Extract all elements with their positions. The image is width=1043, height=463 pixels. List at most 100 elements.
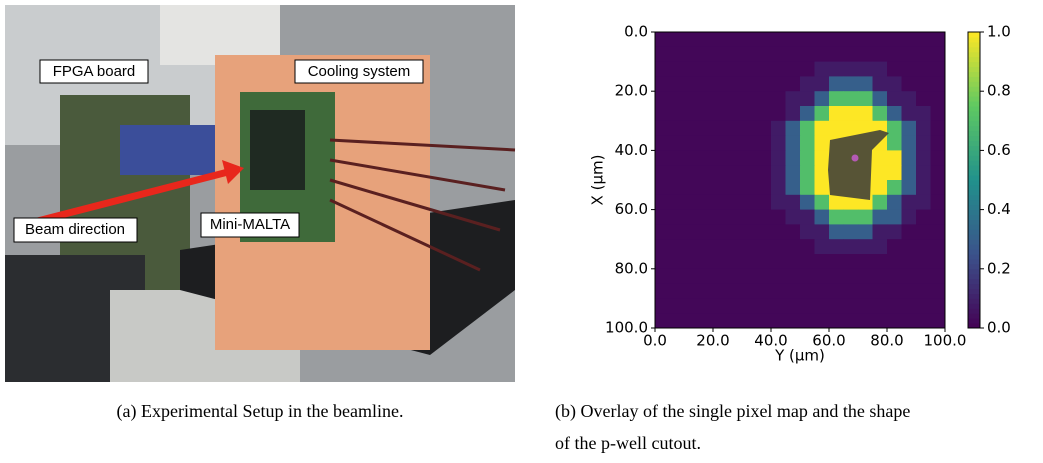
cell: [844, 254, 859, 269]
colorbar-step: [968, 62, 980, 67]
cell: [684, 150, 699, 165]
cell: [887, 195, 902, 210]
colorbar-step: [968, 298, 980, 303]
cell: [771, 32, 786, 47]
cell: [655, 91, 670, 106]
cell: [684, 47, 699, 62]
label: Mini-MALTA: [210, 216, 290, 233]
cell: [902, 254, 917, 269]
cell: [771, 91, 786, 106]
cell: [684, 224, 699, 239]
cell: [742, 32, 757, 47]
cell: [902, 269, 917, 284]
cell: [916, 62, 931, 77]
cell: [670, 32, 685, 47]
colorbar-step: [968, 52, 980, 57]
cell: [902, 32, 917, 47]
cell: [829, 239, 844, 254]
colorbar-step: [968, 303, 980, 308]
cell: [873, 165, 888, 180]
cell: [800, 62, 815, 77]
colorbar-step: [968, 219, 980, 224]
label: Beam direction: [25, 221, 125, 238]
cell: [684, 254, 699, 269]
cell: [684, 32, 699, 47]
cell: [655, 62, 670, 77]
colorbar-step: [968, 205, 980, 210]
cell: [742, 224, 757, 239]
cell: [887, 224, 902, 239]
cell: [670, 298, 685, 313]
cell: [887, 150, 902, 165]
cell: [757, 284, 772, 299]
cell: [815, 269, 830, 284]
cell: [873, 254, 888, 269]
cell: [858, 47, 873, 62]
cell: [699, 76, 714, 91]
cell: [655, 298, 670, 313]
cell: [800, 47, 815, 62]
cell: [873, 298, 888, 313]
cell: [757, 165, 772, 180]
label: FPGA board: [53, 63, 136, 80]
cell: [916, 180, 931, 195]
colorbar-step: [968, 210, 980, 215]
cell: [916, 91, 931, 106]
cell: [858, 76, 873, 91]
cell: [786, 254, 801, 269]
colorbar-tick-label: 1.0: [987, 23, 1011, 41]
colorbar-step: [968, 76, 980, 81]
colorbar-step: [968, 264, 980, 269]
colorbar-step: [968, 259, 980, 264]
cell: [699, 91, 714, 106]
cell: [902, 284, 917, 299]
colorbar-tick-label: 0.4: [987, 200, 1011, 218]
cell: [699, 150, 714, 165]
cell: [728, 195, 743, 210]
cell: [916, 254, 931, 269]
cell: [887, 136, 902, 151]
colorbar-step: [968, 150, 980, 155]
cell: [902, 195, 917, 210]
cell: [786, 269, 801, 284]
center-dot: [852, 155, 859, 162]
cell: [684, 106, 699, 121]
cell: [728, 210, 743, 225]
colorbar-step: [968, 126, 980, 131]
cell: [800, 106, 815, 121]
cell: [829, 121, 844, 136]
cell: [757, 254, 772, 269]
colorbar-step: [968, 67, 980, 72]
cell: [684, 121, 699, 136]
colorbar-step: [968, 175, 980, 180]
cell: [902, 150, 917, 165]
x-tick-label: 80.0: [870, 332, 903, 350]
cell: [771, 76, 786, 91]
cell: [699, 239, 714, 254]
x-tick-label: 100.0: [924, 332, 967, 350]
cell: [815, 298, 830, 313]
y-axis-label: X (μm): [589, 155, 607, 206]
cell: [728, 76, 743, 91]
cell: [771, 239, 786, 254]
cell: [873, 47, 888, 62]
cell: [699, 62, 714, 77]
cell: [757, 62, 772, 77]
colorbar-step: [968, 180, 980, 185]
cell: [713, 313, 728, 328]
cell: [902, 47, 917, 62]
cell: [684, 165, 699, 180]
cell: [655, 150, 670, 165]
cell: [829, 62, 844, 77]
cell: [757, 136, 772, 151]
cell: [916, 136, 931, 151]
cell: [771, 254, 786, 269]
y-tick-label: 0.0: [624, 23, 648, 41]
cell: [815, 224, 830, 239]
cell: [786, 150, 801, 165]
cell: [858, 269, 873, 284]
cell: [742, 269, 757, 284]
cell: [699, 210, 714, 225]
colorbar-step: [968, 254, 980, 259]
cell: [713, 224, 728, 239]
